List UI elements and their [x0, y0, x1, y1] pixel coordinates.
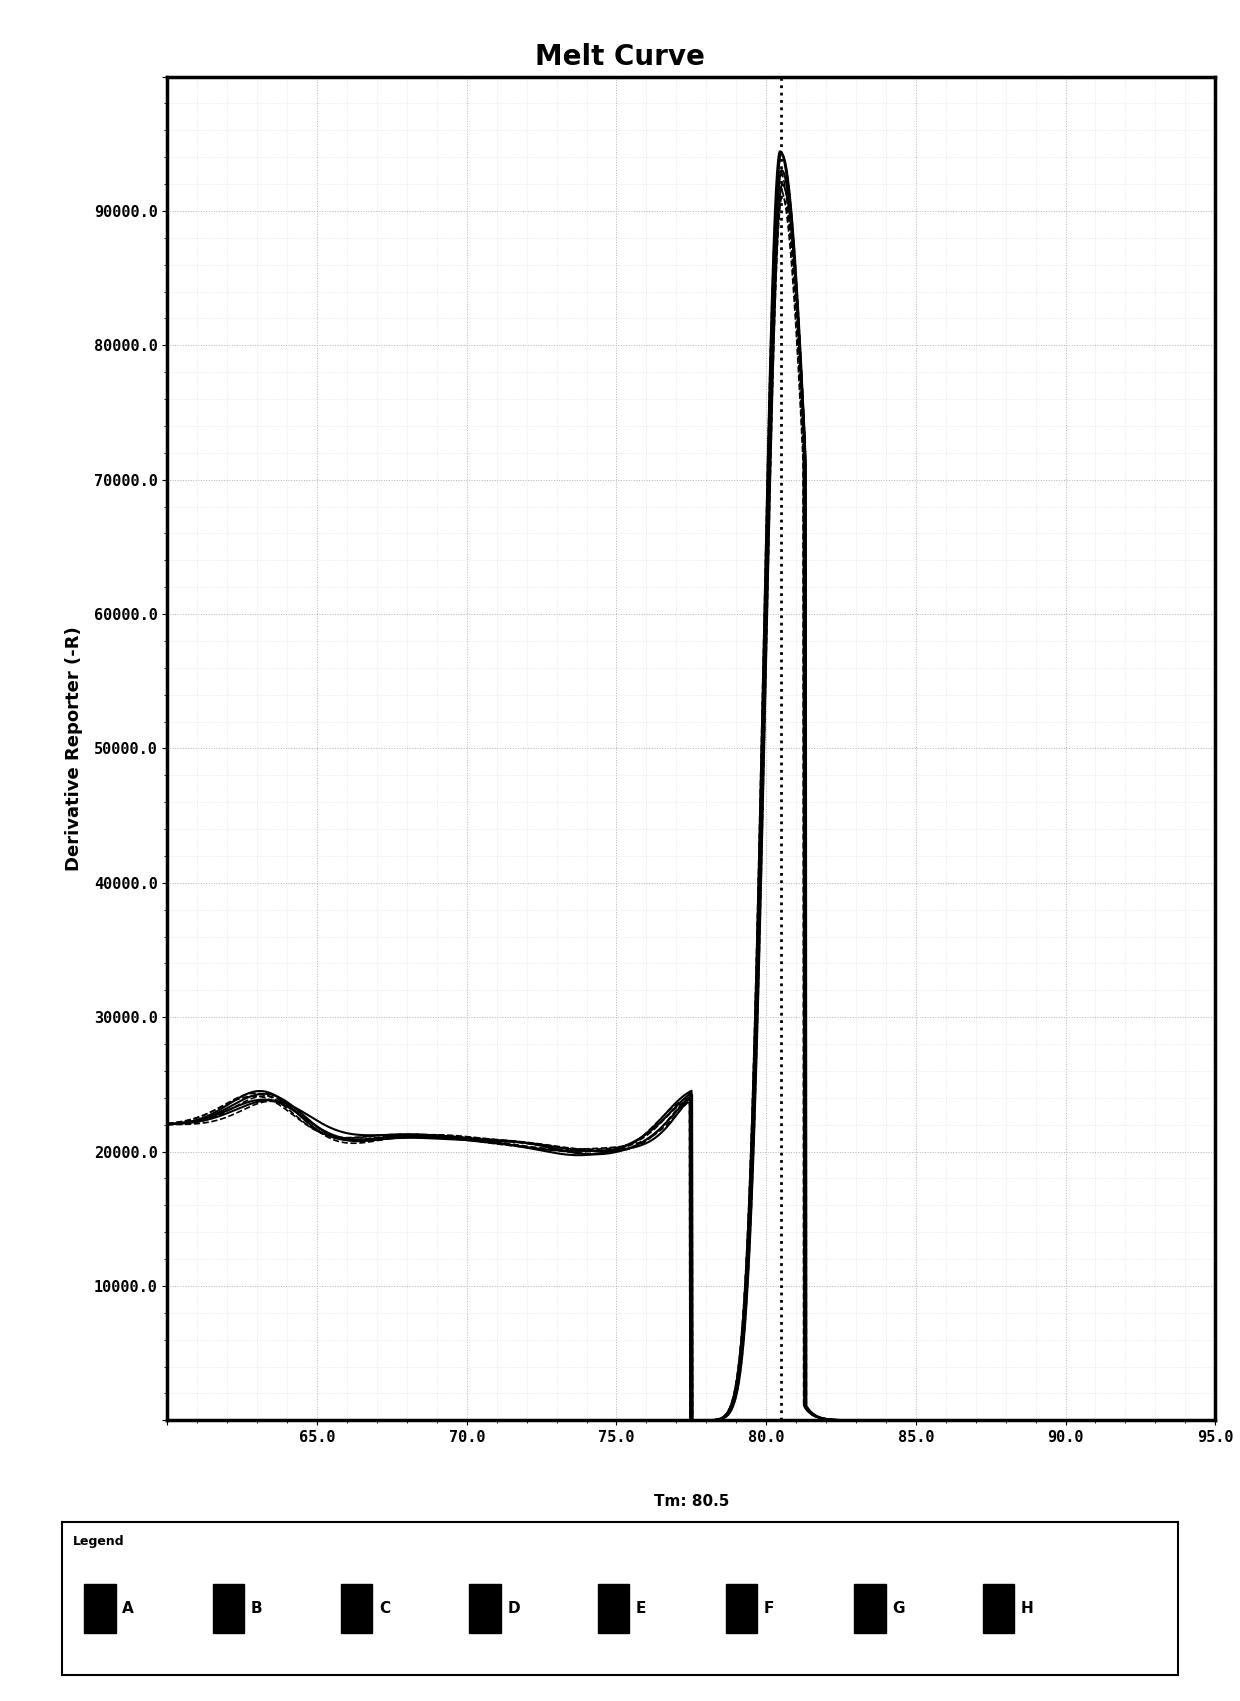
Bar [469, 1584, 501, 1633]
Text: Melt Curve: Melt Curve [536, 43, 704, 70]
Bar [84, 1584, 115, 1633]
Bar [598, 1584, 629, 1633]
Text: A: A [123, 1601, 134, 1616]
Y-axis label: Derivative Reporter (-R): Derivative Reporter (-R) [64, 626, 83, 871]
Text: G: G [893, 1601, 905, 1616]
Bar [341, 1584, 372, 1633]
Text: E: E [636, 1601, 646, 1616]
Bar [727, 1584, 758, 1633]
Bar [982, 1584, 1014, 1633]
Text: D: D [507, 1601, 520, 1616]
Text: Temperature (°C): Temperature (°C) [604, 1534, 779, 1553]
Text: F: F [764, 1601, 774, 1616]
Bar [854, 1584, 885, 1633]
Text: Legend: Legend [73, 1534, 125, 1548]
Text: B: B [250, 1601, 262, 1616]
Bar [213, 1584, 244, 1633]
Text: H: H [1021, 1601, 1033, 1616]
Text: Tm: 80.5: Tm: 80.5 [653, 1493, 729, 1509]
Text: C: C [379, 1601, 391, 1616]
